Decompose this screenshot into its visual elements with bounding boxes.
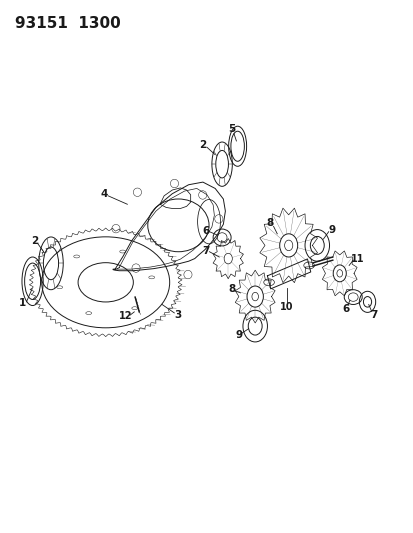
Text: 12: 12 [119,311,133,321]
Text: 93151  1300: 93151 1300 [15,16,121,31]
Text: 4: 4 [100,189,107,199]
Text: 7: 7 [202,246,209,256]
Text: 1: 1 [19,298,26,309]
Text: 10: 10 [279,302,293,312]
Text: 11: 11 [351,254,364,264]
Text: 7: 7 [369,310,376,320]
Text: 8: 8 [227,284,235,294]
Text: 2: 2 [31,236,38,246]
Text: 2: 2 [199,140,206,150]
Text: 8: 8 [266,218,273,228]
Text: 6: 6 [342,304,349,314]
Text: 9: 9 [235,330,242,340]
Text: 3: 3 [174,310,182,320]
Text: 6: 6 [202,225,209,236]
Text: 5: 5 [227,124,235,134]
Text: 9: 9 [328,224,335,235]
